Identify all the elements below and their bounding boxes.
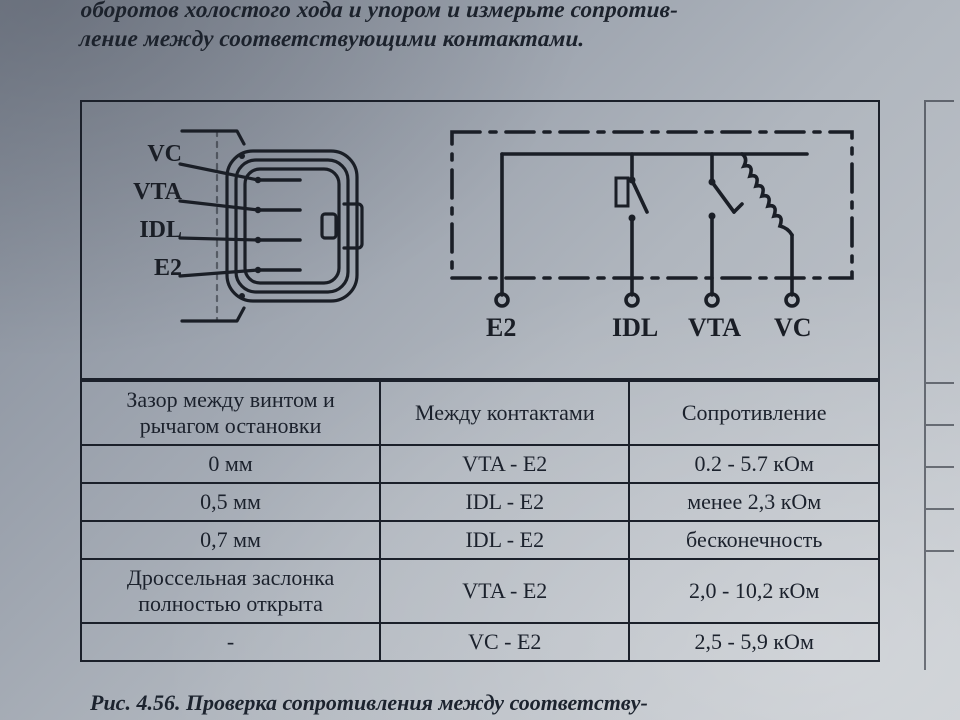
schematic-drawing: E2 IDL VTA VC [442,120,862,350]
cell-gap: - [81,623,380,661]
schematic-label-vta: VTA [688,313,741,342]
schematic-label-vc: VC [774,313,812,342]
figure-caption: Рис. 4.56. Проверка сопротивления между … [90,690,900,716]
cell-gap: Дроссельная заслонка полностью открыта [81,559,380,623]
cell-gap: 0 мм [81,445,380,483]
adjacent-column-hint [924,100,954,670]
header-gap: Зазор между винтом и рычагом остановки [81,381,380,445]
cell-res: менее 2,3 кОм [629,483,879,521]
header-contacts: Между контактами [380,381,629,445]
cell-cont: VTA - E2 [380,445,629,483]
schematic-label-idl: IDL [612,313,658,342]
resistance-table: Зазор между винтом и рычагом остановки М… [80,380,880,662]
intro-line-2: ление между соответствующими контактами. [79,26,586,51]
table-row: - VC - E2 2,5 - 5,9 кОм [81,623,879,661]
cell-cont: VTA - E2 [380,559,629,623]
table-row: 0,5 мм IDL - E2 менее 2,3 кОм [81,483,879,521]
connector-drawing [172,126,382,336]
table-row: 0 мм VTA - E2 0.2 - 5.7 кОм [81,445,879,483]
cell-cont: IDL - E2 [380,483,629,521]
table-row: 0,7 мм IDL - E2 бесконечность [81,521,879,559]
intro-paragraph: оборотов холостого хода и упором и измер… [78,0,901,54]
schematic-label-e2: E2 [486,313,516,342]
cell-gap: 0,7 мм [81,521,380,559]
table-header-row: Зазор между винтом и рычагом остановки М… [81,381,879,445]
cell-res: 2,5 - 5,9 кОм [629,623,879,661]
table-row: Дроссельная заслонка полностью открыта V… [81,559,879,623]
connector-figure: VC VTA IDL E2 [112,132,372,332]
cell-cont: VC - E2 [380,623,629,661]
cell-res: 0.2 - 5.7 кОм [629,445,879,483]
table-body: 0 мм VTA - E2 0.2 - 5.7 кОм 0,5 мм IDL -… [81,445,879,661]
cell-res: 2,0 - 10,2 кОм [629,559,879,623]
cell-res: бесконечность [629,521,879,559]
figure-frame: VC VTA IDL E2 [80,100,880,380]
cell-cont: IDL - E2 [380,521,629,559]
intro-line-1: оборотов холостого хода и упором и измер… [80,0,679,22]
cell-gap: 0,5 мм [81,483,380,521]
scanned-page: оборотов холостого хода и упором и измер… [0,0,960,720]
header-res: Сопротивление [629,381,879,445]
